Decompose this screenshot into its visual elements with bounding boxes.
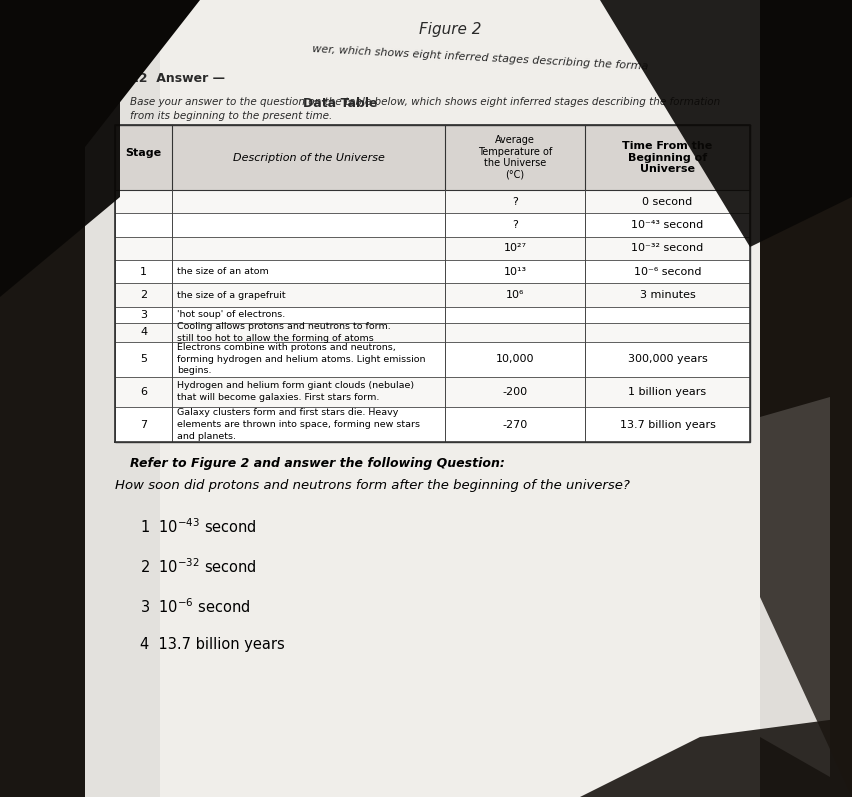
Bar [115, 125, 750, 190]
Polygon shape [760, 0, 852, 797]
Text: 'hot soup' of electrons.: 'hot soup' of electrons. [177, 310, 285, 320]
Text: 4: 4 [140, 328, 147, 337]
Text: 10²⁷: 10²⁷ [504, 243, 527, 253]
Text: Figure 2: Figure 2 [418, 22, 481, 37]
Bar [115, 260, 750, 283]
Text: 300,000 years: 300,000 years [628, 354, 707, 364]
Text: 1: 1 [140, 267, 147, 277]
Text: 7: 7 [140, 419, 147, 430]
Bar [115, 407, 750, 442]
Text: 10⁶: 10⁶ [506, 290, 524, 300]
Text: 1 billion years: 1 billion years [629, 387, 706, 397]
Text: Stage: Stage [125, 147, 162, 158]
Text: Refer to Figure 2 and answer the following Question:: Refer to Figure 2 and answer the followi… [130, 457, 505, 470]
Text: Galaxy clusters form and first stars die. Heavy
elements are thrown into space, : Galaxy clusters form and first stars die… [177, 408, 420, 441]
Polygon shape [580, 717, 852, 797]
Text: How soon did protons and neutrons form after the beginning of the universe?: How soon did protons and neutrons form a… [115, 479, 630, 492]
Text: 5: 5 [140, 354, 147, 364]
Polygon shape [85, 0, 760, 797]
Text: -200: -200 [503, 387, 527, 397]
Text: 10⁻⁴³ second: 10⁻⁴³ second [631, 220, 704, 230]
Bar [115, 323, 750, 342]
Text: 10,000: 10,000 [496, 354, 534, 364]
Bar [115, 283, 750, 307]
Text: from its beginning to the present time.: from its beginning to the present time. [130, 111, 332, 121]
Text: 2: 2 [140, 290, 147, 300]
Text: wer, which shows eight inferred stages describing the forma: wer, which shows eight inferred stages d… [312, 44, 648, 72]
Text: 1  $10^{-43}$ second: 1 $10^{-43}$ second [140, 517, 256, 536]
Polygon shape [600, 0, 852, 247]
Text: ?: ? [512, 220, 518, 230]
Bar [115, 190, 750, 214]
Text: Data Table: Data Table [302, 97, 377, 110]
Text: the size of an atom: the size of an atom [177, 267, 269, 277]
Text: 0 second: 0 second [642, 197, 693, 206]
Polygon shape [0, 0, 120, 297]
Text: 3  $10^{-6}$ second: 3 $10^{-6}$ second [140, 597, 250, 616]
Text: Description of the Universe: Description of the Universe [233, 152, 384, 163]
Text: 10⁻³² second: 10⁻³² second [631, 243, 704, 253]
Text: 3 minutes: 3 minutes [640, 290, 695, 300]
Bar [115, 214, 750, 237]
Text: the size of a grapefruit: the size of a grapefruit [177, 290, 285, 300]
Text: Base your answer to the question on the table below, which shows eight inferred : Base your answer to the question on the … [130, 97, 720, 107]
Text: 12  Answer —: 12 Answer — [130, 72, 225, 85]
Polygon shape [760, 397, 830, 777]
Text: -270: -270 [503, 419, 527, 430]
Text: 2  $10^{-32}$ second: 2 $10^{-32}$ second [140, 557, 256, 575]
Text: ?: ? [512, 197, 518, 206]
Text: 10⁻⁶ second: 10⁻⁶ second [634, 267, 701, 277]
Bar [115, 342, 750, 377]
Text: Time From the
Beginning of
Universe: Time From the Beginning of Universe [622, 141, 712, 174]
Polygon shape [0, 0, 200, 147]
Bar [115, 377, 750, 407]
Bar [115, 307, 750, 323]
Text: 13.7 billion years: 13.7 billion years [619, 419, 716, 430]
Text: 3: 3 [140, 310, 147, 320]
Text: 6: 6 [140, 387, 147, 397]
Text: Electrons combine with protons and neutrons,
forming hydrogen and helium atoms. : Electrons combine with protons and neutr… [177, 343, 426, 375]
Bar [115, 237, 750, 260]
Text: Hydrogen and helium form giant clouds (nebulae)
that will become galaxies. First: Hydrogen and helium form giant clouds (n… [177, 382, 414, 402]
Polygon shape [85, 0, 160, 797]
Text: Average
Temperature of
the Universe
(°C): Average Temperature of the Universe (°C) [478, 135, 552, 180]
Text: 4  13.7 billion years: 4 13.7 billion years [140, 637, 285, 652]
Text: Cooling allows protons and neutrons to form.
still too hot to allow the forming : Cooling allows protons and neutrons to f… [177, 322, 391, 343]
Bar [115, 125, 750, 442]
Text: 10¹³: 10¹³ [504, 267, 527, 277]
